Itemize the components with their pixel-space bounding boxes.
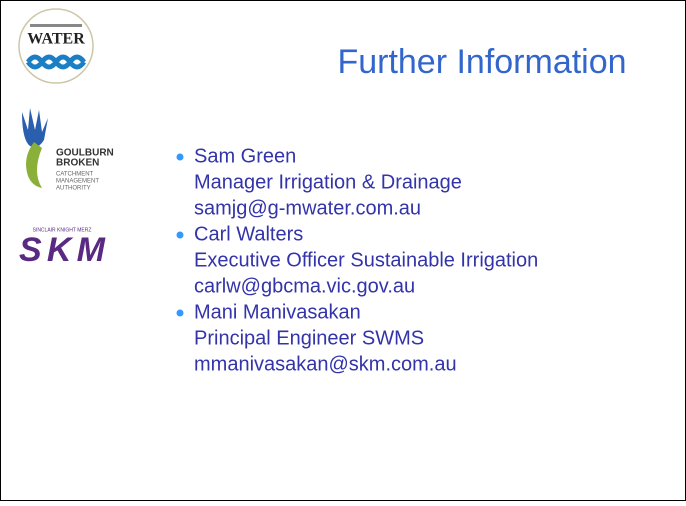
logo-text: CATCHMENT	[56, 172, 94, 178]
contact-role: Executive Officer Sustainable Irrigation	[194, 249, 538, 271]
bullet	[176, 231, 184, 239]
contact-name: Mani Manivasakan	[194, 301, 361, 323]
logo-text: GOULBURN	[56, 148, 114, 159]
bullet	[176, 309, 184, 317]
logo-text: SINCLAIR KNIGHT MERZ	[33, 227, 92, 233]
logo-text: AUTHORITY	[56, 186, 91, 192]
contact-name: Sam Green	[194, 145, 296, 167]
bullet	[176, 153, 184, 161]
skm-logo: SINCLAIR KNIGHT MERZ SKM	[19, 227, 106, 269]
logo-text: WATER	[27, 31, 85, 48]
logo-text: MANAGEMENT	[56, 179, 99, 185]
contact-email: samjg@g-mwater.com.au	[194, 197, 421, 219]
contact-name: Carl Walters	[194, 223, 303, 245]
water-logo: WATER	[18, 8, 94, 84]
slide-title: Further Information	[337, 43, 626, 81]
logo-small-text	[30, 24, 82, 27]
contact-role: Manager Irrigation & Drainage	[194, 171, 462, 193]
contact-email: mmanivasakan@skm.com.au	[194, 353, 457, 375]
contact-list: Sam Green Manager Irrigation & Drainage sa…	[176, 145, 538, 375]
logo-text: BROKEN	[56, 158, 99, 169]
contact-email: carlw@gbcma.vic.gov.au	[194, 275, 415, 297]
logo-hand	[22, 108, 48, 148]
contact-role: Principal Engineer SWMS	[194, 327, 424, 349]
gbcma-logo: GOULBURN BROKEN CATCHMENT MANAGEMENT AUT…	[22, 108, 114, 192]
logo-wave	[25, 54, 87, 70]
logo-leaf	[26, 142, 42, 188]
logo-text: SKM	[19, 231, 106, 269]
